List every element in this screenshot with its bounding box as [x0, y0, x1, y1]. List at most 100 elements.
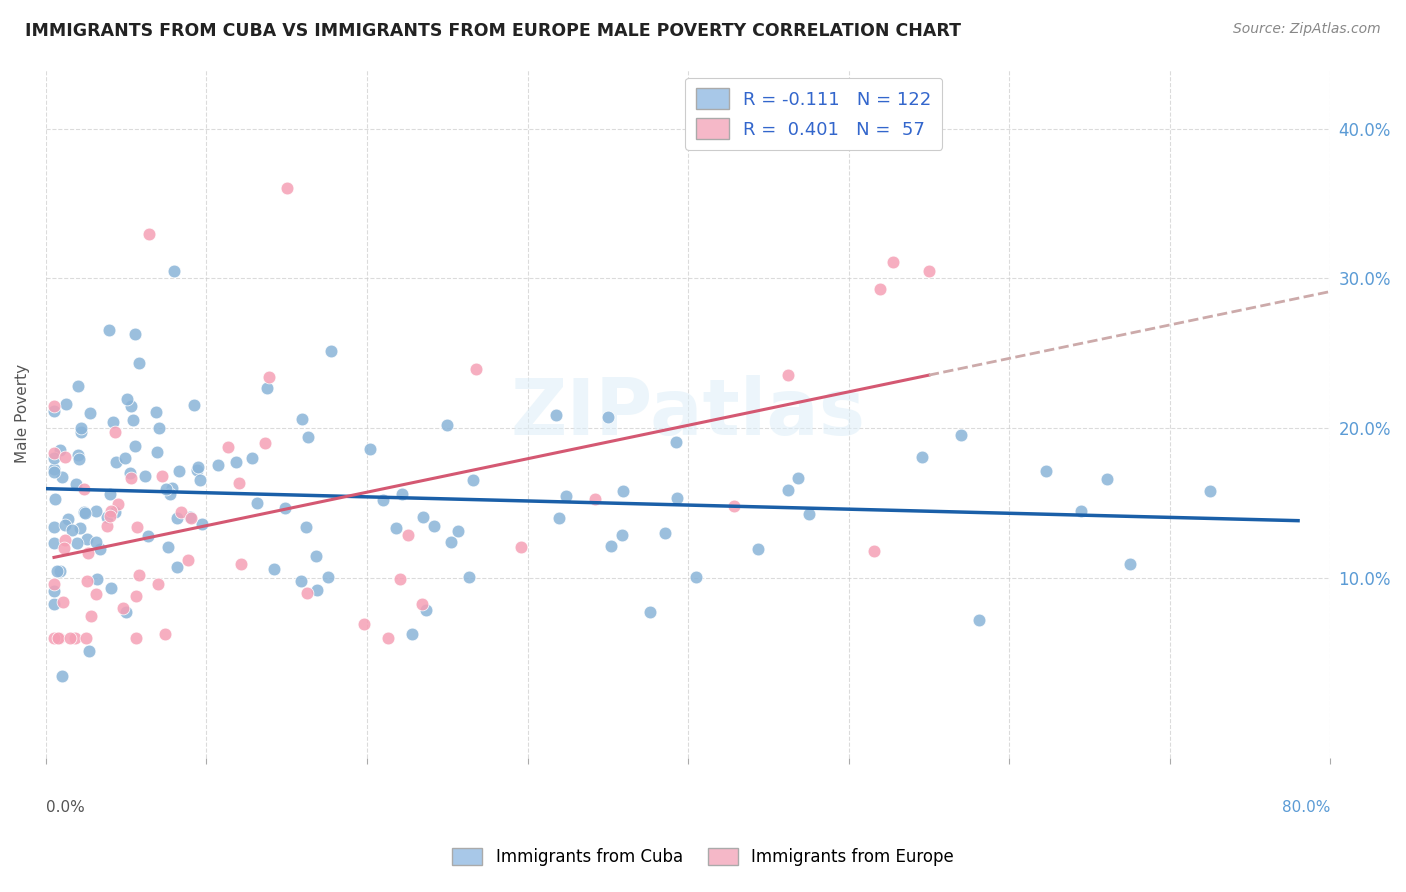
Point — [869, 282, 891, 296]
Point — [66, 379, 89, 393]
Point — [177, 553, 200, 567]
Point — [84, 534, 107, 549]
Point — [73, 504, 96, 518]
Point — [316, 570, 339, 584]
Point — [70, 420, 93, 434]
Point — [654, 525, 676, 540]
Point — [53, 533, 76, 547]
Point — [391, 486, 413, 500]
Point — [150, 468, 173, 483]
Point — [610, 528, 633, 542]
Point — [53, 450, 76, 464]
Point — [86, 572, 108, 586]
Point — [510, 540, 533, 554]
Point — [217, 440, 239, 454]
Point — [464, 362, 486, 376]
Point — [98, 509, 121, 524]
Point — [122, 413, 145, 427]
Point — [159, 486, 181, 500]
Point — [385, 521, 408, 535]
Point — [274, 501, 297, 516]
Point — [415, 603, 437, 617]
Point — [297, 430, 319, 444]
Point — [69, 425, 91, 439]
Point — [166, 559, 188, 574]
Point — [190, 517, 212, 532]
Point — [583, 492, 606, 507]
Point — [1035, 464, 1057, 478]
Point — [48, 632, 70, 646]
Point — [67, 452, 90, 467]
Point — [546, 409, 568, 423]
Point — [664, 435, 686, 450]
Point — [128, 356, 150, 370]
Point — [115, 392, 138, 406]
Point — [436, 417, 458, 432]
Point — [98, 323, 121, 337]
Point — [290, 574, 312, 588]
Point — [42, 404, 65, 418]
Point — [89, 542, 111, 557]
Point — [207, 458, 229, 473]
Point — [547, 511, 569, 525]
Point — [100, 581, 122, 595]
Point — [179, 510, 201, 524]
Legend: Immigrants from Cuba, Immigrants from Europe: Immigrants from Cuba, Immigrants from Eu… — [446, 841, 960, 873]
Point — [170, 505, 193, 519]
Point — [100, 504, 122, 518]
Point — [183, 398, 205, 412]
Point — [377, 632, 399, 646]
Point — [447, 524, 470, 538]
Point — [1199, 484, 1222, 499]
Point — [256, 381, 278, 395]
Point — [84, 586, 107, 600]
Text: ZIPatlas: ZIPatlas — [510, 376, 866, 451]
Point — [305, 549, 328, 564]
Point — [134, 468, 156, 483]
Point — [685, 570, 707, 584]
Point — [950, 427, 973, 442]
Point — [104, 425, 127, 440]
Point — [120, 399, 142, 413]
Point — [115, 605, 138, 619]
Point — [114, 451, 136, 466]
Point — [190, 473, 212, 487]
Point — [65, 477, 87, 491]
Text: Source: ZipAtlas.com: Source: ZipAtlas.com — [1233, 22, 1381, 37]
Point — [112, 601, 135, 615]
Point — [77, 643, 100, 657]
Point — [42, 519, 65, 533]
Point — [422, 519, 444, 533]
Point — [118, 467, 141, 481]
Point — [412, 510, 434, 524]
Point — [166, 510, 188, 524]
Point — [401, 627, 423, 641]
Point — [776, 483, 799, 497]
Text: 80.0%: 80.0% — [1282, 800, 1330, 814]
Point — [231, 557, 253, 571]
Point — [461, 474, 484, 488]
Point — [76, 574, 98, 589]
Point — [46, 632, 69, 646]
Text: IMMIGRANTS FROM CUBA VS IMMIGRANTS FROM EUROPE MALE POVERTY CORRELATION CHART: IMMIGRANTS FROM CUBA VS IMMIGRANTS FROM … — [25, 22, 962, 40]
Point — [863, 543, 886, 558]
Point — [60, 523, 83, 537]
Point — [598, 409, 620, 424]
Point — [411, 597, 433, 611]
Point — [612, 484, 634, 499]
Point — [124, 440, 146, 454]
Point — [187, 460, 209, 475]
Point — [155, 483, 177, 497]
Point — [125, 520, 148, 534]
Point — [75, 632, 97, 646]
Point — [353, 616, 375, 631]
Point — [180, 511, 202, 525]
Point — [882, 255, 904, 269]
Point — [52, 541, 75, 555]
Point — [120, 471, 142, 485]
Point — [96, 510, 118, 524]
Legend: R = -0.111   N = 122, R =  0.401   N =  57: R = -0.111 N = 122, R = 0.401 N = 57 — [686, 78, 942, 150]
Point — [42, 536, 65, 550]
Point — [371, 493, 394, 508]
Point — [73, 482, 96, 496]
